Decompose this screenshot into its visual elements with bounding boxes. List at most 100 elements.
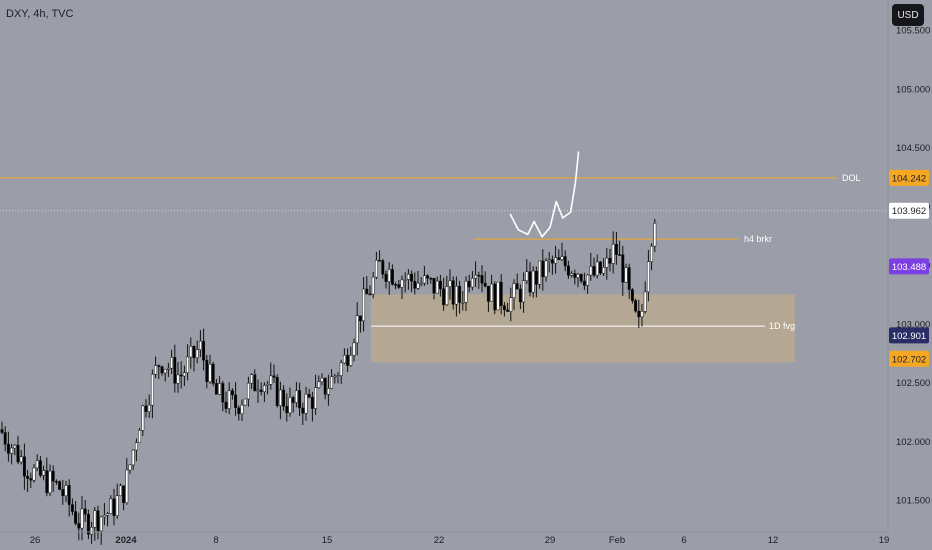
candle-body <box>288 397 292 414</box>
candle-body <box>355 315 359 344</box>
candle-body <box>86 513 90 535</box>
candle-body <box>384 273 388 282</box>
candle <box>589 252 593 281</box>
candle-body <box>637 310 641 318</box>
candle-body <box>566 265 570 276</box>
candle <box>22 443 26 490</box>
candle <box>458 280 462 314</box>
candle-body <box>70 504 74 512</box>
candle-body <box>134 442 138 451</box>
candle-body <box>614 243 618 255</box>
candle-body <box>230 390 234 396</box>
candle <box>336 372 340 384</box>
candle-body <box>467 280 471 288</box>
candle <box>342 348 346 365</box>
x-tick-label: 6 <box>681 535 686 546</box>
candle <box>166 362 170 377</box>
candle <box>630 288 634 304</box>
candle <box>445 275 449 306</box>
candle <box>358 315 362 333</box>
candle <box>470 270 474 291</box>
candle-body <box>317 381 321 388</box>
candle <box>208 354 212 384</box>
candle-body <box>387 269 391 282</box>
candle <box>323 377 327 400</box>
price-label-box <box>889 350 929 367</box>
candle <box>237 405 241 421</box>
candle-body <box>650 245 654 262</box>
candle-body <box>432 277 436 294</box>
candle <box>144 399 148 418</box>
candle-body <box>214 383 218 395</box>
candle-body <box>144 405 148 412</box>
candle <box>141 404 145 436</box>
candle <box>390 264 394 286</box>
candle-body <box>470 278 474 288</box>
candle-body <box>586 274 590 286</box>
candle-body <box>221 383 225 403</box>
candle-body <box>422 275 426 284</box>
price-label-box <box>889 258 929 275</box>
candle-body <box>157 365 161 367</box>
candle-body <box>48 470 52 494</box>
candle <box>618 240 622 256</box>
candle <box>64 480 68 502</box>
candle <box>506 302 510 312</box>
candle-body <box>64 485 68 497</box>
candle-body <box>342 354 346 364</box>
candle-body <box>605 257 609 268</box>
candle-body <box>67 485 71 505</box>
currency-button[interactable]: USD <box>892 4 924 26</box>
candle <box>58 480 62 491</box>
candle <box>131 449 135 470</box>
candle-body <box>624 267 628 283</box>
candle <box>531 266 535 298</box>
candle <box>3 426 7 452</box>
candle-body <box>256 389 260 392</box>
candle <box>262 382 266 402</box>
candle-body <box>486 285 490 302</box>
candle <box>406 269 410 290</box>
fvg-zone-layer <box>371 294 795 363</box>
candle <box>83 499 87 523</box>
candle <box>624 263 628 283</box>
y-tick-label: 102.500 <box>896 378 930 389</box>
candle-body <box>19 456 23 463</box>
candle <box>582 272 586 290</box>
candle-body <box>298 390 302 409</box>
candle-body <box>346 354 350 366</box>
price-label-box <box>889 202 929 219</box>
candle-body <box>106 513 110 516</box>
x-tick-label: 19 <box>879 535 890 546</box>
candle <box>288 387 292 417</box>
fvg-zone <box>371 294 795 363</box>
candle-body <box>58 481 62 490</box>
candle <box>346 348 350 373</box>
price-label: 103.962 <box>892 206 926 217</box>
candle <box>378 250 382 262</box>
candle-body <box>22 456 26 477</box>
candle-body <box>627 267 631 290</box>
candle <box>493 281 497 315</box>
candle-body <box>163 369 167 374</box>
candle-body <box>547 259 551 262</box>
candle <box>301 402 305 425</box>
candle <box>67 479 71 517</box>
candle-body <box>493 283 497 311</box>
candle-body <box>643 291 647 312</box>
candle <box>109 495 113 514</box>
candle-body <box>352 342 356 356</box>
candle <box>554 245 558 274</box>
y-tick-label: 105.500 <box>896 26 930 37</box>
candle-body <box>35 460 39 469</box>
candle <box>163 368 167 382</box>
candle-body <box>602 267 606 274</box>
candle-body <box>458 285 462 303</box>
candle-body <box>272 375 276 378</box>
candle <box>6 431 10 462</box>
candle <box>512 279 516 311</box>
candle <box>16 435 20 465</box>
candle <box>397 280 401 289</box>
candle <box>403 272 407 293</box>
